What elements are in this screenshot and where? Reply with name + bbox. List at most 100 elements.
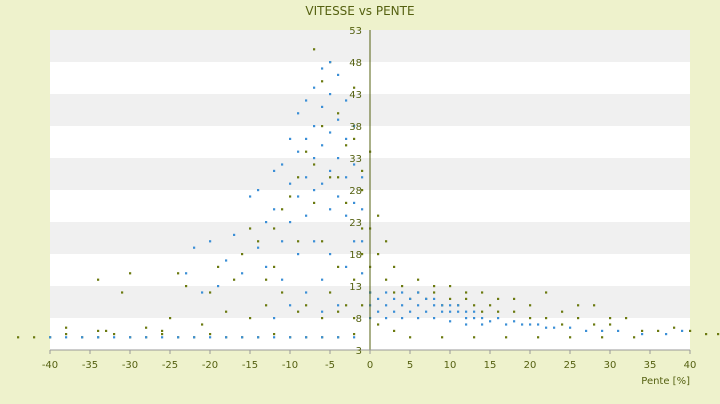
data-point bbox=[577, 304, 580, 307]
data-point bbox=[337, 310, 340, 313]
data-point bbox=[177, 336, 180, 339]
data-point bbox=[273, 336, 276, 339]
data-point bbox=[529, 317, 532, 320]
data-point bbox=[489, 320, 492, 323]
data-point bbox=[717, 333, 720, 336]
data-point bbox=[641, 333, 644, 336]
data-point bbox=[449, 304, 452, 307]
data-point bbox=[361, 304, 364, 307]
data-point bbox=[601, 329, 604, 332]
data-point bbox=[465, 310, 468, 313]
data-point bbox=[321, 80, 324, 83]
data-point bbox=[33, 336, 36, 339]
data-point bbox=[505, 323, 508, 326]
data-point bbox=[209, 240, 212, 243]
data-point bbox=[481, 291, 484, 294]
data-point bbox=[337, 265, 340, 268]
data-point bbox=[345, 137, 348, 140]
data-point bbox=[401, 285, 404, 288]
data-point bbox=[353, 201, 356, 204]
data-point bbox=[417, 317, 420, 320]
data-point bbox=[457, 310, 460, 313]
data-point bbox=[297, 112, 300, 115]
data-point bbox=[129, 272, 132, 275]
data-point bbox=[609, 323, 612, 326]
data-point bbox=[529, 304, 532, 307]
data-point bbox=[297, 253, 300, 256]
data-point bbox=[465, 317, 468, 320]
data-point bbox=[393, 265, 396, 268]
x-tick-labels: -40 -35 -30 -25 -20 -15 -10 -5 0 5 10 15 20 25 30 35 40 bbox=[42, 360, 697, 371]
data-point bbox=[433, 317, 436, 320]
data-point bbox=[297, 195, 300, 198]
data-point bbox=[105, 329, 108, 332]
data-point bbox=[569, 336, 572, 339]
data-point bbox=[657, 329, 660, 332]
data-point bbox=[401, 291, 404, 294]
data-point bbox=[121, 291, 124, 294]
x-tick-label: -35 bbox=[82, 360, 98, 371]
data-point bbox=[305, 336, 308, 339]
data-point bbox=[353, 317, 356, 320]
data-point bbox=[377, 253, 380, 256]
data-point bbox=[361, 240, 364, 243]
data-point bbox=[433, 291, 436, 294]
data-point bbox=[305, 291, 308, 294]
y-tick-label: 43 bbox=[349, 90, 362, 101]
data-point bbox=[297, 150, 300, 153]
x-tick-label: 40 bbox=[684, 360, 697, 371]
data-point bbox=[161, 333, 164, 336]
data-point bbox=[257, 246, 260, 249]
data-point bbox=[249, 317, 252, 320]
data-point bbox=[361, 208, 364, 211]
data-point bbox=[473, 317, 476, 320]
data-point bbox=[617, 329, 620, 332]
y-tick-label: 38 bbox=[349, 122, 362, 133]
x-axis-label: Pente [%] bbox=[641, 376, 690, 387]
data-point bbox=[545, 326, 548, 329]
data-point bbox=[17, 336, 20, 339]
data-point bbox=[129, 336, 132, 339]
data-point bbox=[345, 144, 348, 147]
data-point bbox=[505, 336, 508, 339]
x-tick-label: 15 bbox=[484, 360, 497, 371]
x-tick-label: -15 bbox=[242, 360, 258, 371]
data-point bbox=[241, 253, 244, 256]
data-point bbox=[545, 317, 548, 320]
data-point bbox=[249, 227, 252, 230]
data-point bbox=[337, 73, 340, 76]
data-point bbox=[537, 323, 540, 326]
data-point bbox=[273, 317, 276, 320]
data-point bbox=[177, 272, 180, 275]
data-point bbox=[441, 336, 444, 339]
data-point bbox=[337, 118, 340, 121]
x-tick-label: 20 bbox=[524, 360, 537, 371]
y-tick-label: 53 bbox=[349, 26, 362, 37]
data-point bbox=[449, 320, 452, 323]
y-tick-label: 3 bbox=[356, 346, 362, 357]
data-point bbox=[329, 131, 332, 134]
data-point bbox=[481, 310, 484, 313]
data-point bbox=[561, 323, 564, 326]
y-tick-label: 8 bbox=[356, 314, 362, 325]
data-point bbox=[169, 317, 172, 320]
data-point bbox=[473, 336, 476, 339]
data-point bbox=[481, 317, 484, 320]
data-point bbox=[273, 227, 276, 230]
data-point bbox=[345, 99, 348, 102]
data-point bbox=[521, 323, 524, 326]
data-point bbox=[625, 317, 628, 320]
data-point bbox=[321, 317, 324, 320]
data-point bbox=[665, 333, 668, 336]
data-point bbox=[417, 304, 420, 307]
data-point bbox=[313, 163, 316, 166]
data-point bbox=[321, 125, 324, 128]
data-point bbox=[329, 61, 332, 64]
data-point bbox=[321, 67, 324, 70]
data-point bbox=[209, 291, 212, 294]
data-point bbox=[641, 329, 644, 332]
data-point bbox=[345, 201, 348, 204]
y-tick-label: 33 bbox=[349, 154, 362, 165]
data-point bbox=[393, 329, 396, 332]
